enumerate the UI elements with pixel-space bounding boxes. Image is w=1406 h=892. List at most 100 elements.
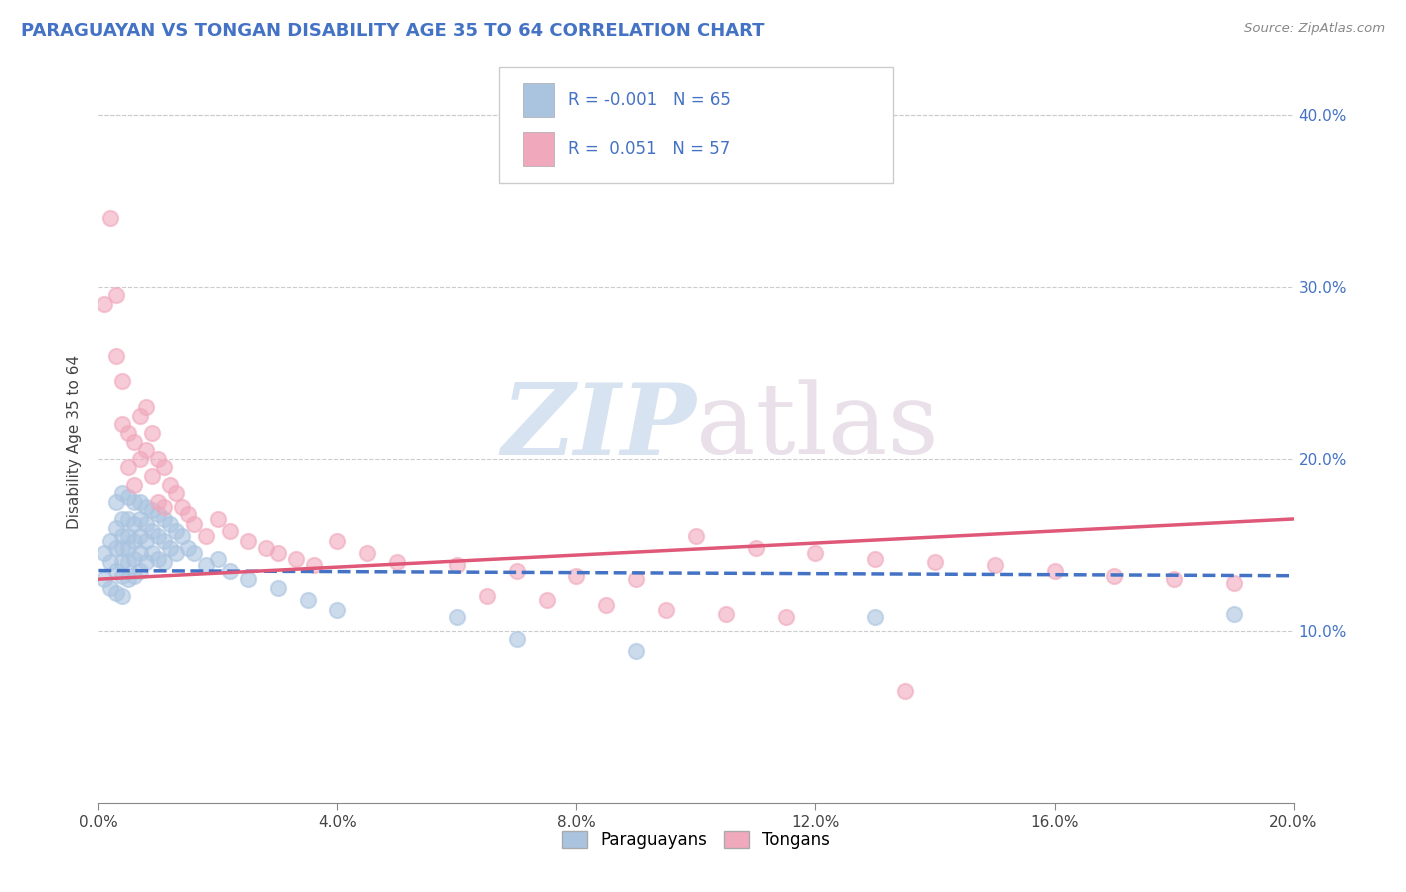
Point (129, 564, 152, 578)
Point (111, 541, 134, 556)
Point (135, 517, 157, 532)
Point (984, 558, 1007, 573)
Point (129, 529, 152, 543)
Point (111, 417, 134, 432)
Point (254, 541, 277, 556)
Point (105, 541, 128, 556)
Point (326, 603, 349, 617)
Point (297, 592, 319, 607)
Point (111, 375, 134, 389)
Point (446, 610, 468, 624)
Point (124, 434, 146, 449)
Point (153, 460, 176, 475)
Text: ZIP: ZIP (501, 379, 696, 475)
Point (595, 598, 617, 612)
Point (236, 572, 259, 586)
Point (1223, 607, 1246, 621)
Point (924, 555, 946, 569)
Point (129, 546, 152, 560)
Point (93, 297, 115, 311)
Point (129, 494, 152, 508)
Text: PARAGUAYAN VS TONGAN DISABILITY AGE 35 TO 64 CORRELATION CHART: PARAGUAYAN VS TONGAN DISABILITY AGE 35 T… (21, 22, 765, 40)
Point (506, 564, 529, 578)
Point (183, 517, 205, 532)
Point (135, 534, 157, 549)
Point (714, 607, 737, 621)
Point (105, 288, 128, 302)
Point (148, 451, 170, 466)
Point (745, 541, 768, 556)
Point (207, 551, 229, 566)
Point (124, 551, 146, 566)
Point (93, 572, 115, 586)
Point (111, 590, 134, 604)
Point (135, 443, 157, 458)
Point (159, 541, 181, 556)
Point (117, 529, 139, 543)
Point (655, 603, 678, 617)
Point (177, 507, 200, 521)
Point (284, 551, 307, 566)
Point (626, 572, 648, 586)
Text: atlas: atlas (696, 379, 939, 475)
Point (865, 610, 887, 624)
Point (326, 534, 349, 549)
Point (165, 546, 187, 560)
Point (93, 546, 115, 560)
Point (219, 524, 242, 538)
Point (385, 555, 409, 569)
Point (165, 486, 187, 500)
Point (177, 541, 200, 556)
Point (804, 546, 827, 560)
Point (302, 558, 325, 573)
Point (626, 644, 648, 658)
Point (183, 546, 205, 560)
Point (98, 555, 122, 569)
Point (219, 564, 242, 578)
Point (536, 592, 558, 607)
Point (135, 500, 157, 514)
Point (98, 211, 122, 225)
Point (153, 512, 176, 526)
Point (172, 500, 194, 514)
Point (129, 512, 152, 526)
Point (141, 503, 163, 517)
Point (153, 555, 176, 569)
Point (117, 555, 139, 569)
Point (148, 529, 170, 543)
Point (135, 555, 157, 569)
Point (98, 534, 122, 549)
Point (172, 529, 194, 543)
Point (195, 529, 218, 543)
Point (267, 581, 290, 595)
Point (1043, 564, 1066, 578)
Point (775, 610, 797, 624)
Point (267, 546, 290, 560)
Point (111, 568, 134, 582)
Point (153, 534, 176, 549)
Point (894, 684, 917, 698)
Point (159, 517, 181, 532)
Point (124, 477, 146, 491)
Point (1223, 575, 1246, 590)
Point (475, 590, 498, 604)
Text: R =  0.051   N = 57: R = 0.051 N = 57 (568, 140, 730, 158)
Point (1163, 572, 1185, 586)
Point (148, 507, 170, 521)
Point (207, 512, 229, 526)
Point (165, 524, 187, 538)
Point (141, 425, 163, 440)
Point (159, 477, 181, 491)
Text: R = -0.001   N = 65: R = -0.001 N = 65 (568, 92, 731, 110)
Point (117, 425, 139, 440)
Point (153, 500, 176, 514)
Point (105, 349, 128, 363)
Point (141, 546, 163, 560)
Point (148, 494, 170, 508)
Point (117, 490, 139, 504)
Point (141, 469, 163, 483)
Point (236, 534, 259, 549)
Y-axis label: Disability Age 35 to 64: Disability Age 35 to 64 (67, 354, 83, 529)
Point (117, 541, 139, 556)
Point (148, 551, 170, 566)
